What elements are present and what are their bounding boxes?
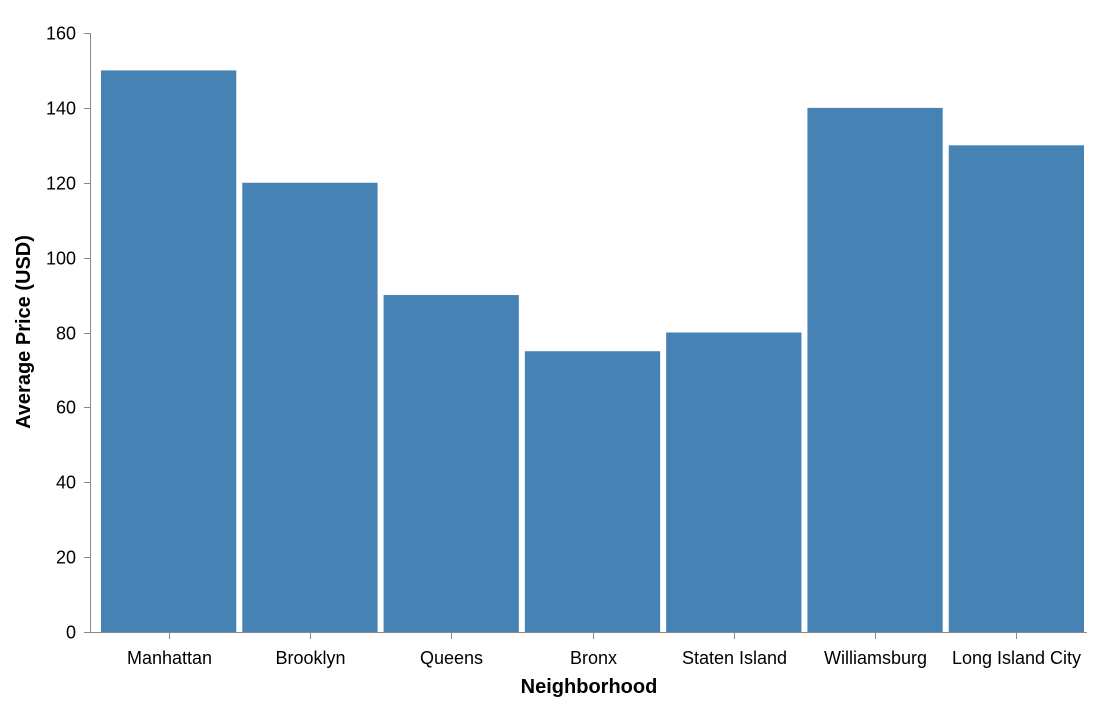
y-tick-label: 160 xyxy=(46,24,76,44)
x-tick-label: Queens xyxy=(420,648,483,668)
bar-long-island-city xyxy=(948,145,1084,632)
x-axis: Manhattan Brooklyn Queens Bronx Staten Islan… xyxy=(90,632,1087,668)
y-tick-label: 0 xyxy=(66,623,76,643)
bar-queens xyxy=(383,295,519,632)
bar-bronx xyxy=(524,351,661,632)
bar-williamsburg xyxy=(807,107,943,632)
y-axis: 0 20 40 60 80 100 120 140 160 xyxy=(46,24,91,643)
x-tick-label: Manhattan xyxy=(127,648,212,668)
y-tick-label: 100 xyxy=(46,249,76,269)
bar-staten-island xyxy=(666,332,802,632)
x-tick-label: Bronx xyxy=(570,648,617,668)
x-tick-label: Staten Island xyxy=(682,648,787,668)
x-tick-label: Long Island City xyxy=(952,648,1081,668)
y-tick-label: 20 xyxy=(56,548,76,568)
bar-brooklyn xyxy=(242,182,378,632)
y-tick-label: 60 xyxy=(56,398,76,418)
x-axis-title: Neighborhood xyxy=(521,676,658,698)
x-tick-label: Brooklyn xyxy=(275,648,345,668)
y-tick-label: 80 xyxy=(56,324,76,344)
x-tick-label: Williamsburg xyxy=(824,648,927,668)
bars-group xyxy=(101,70,1084,632)
y-tick-label: 40 xyxy=(56,473,76,493)
y-tick-label: 140 xyxy=(46,99,76,119)
y-tick-label: 120 xyxy=(46,174,76,194)
bar-manhattan xyxy=(101,70,237,632)
y-axis-title: Average Price (USD) xyxy=(13,235,35,429)
